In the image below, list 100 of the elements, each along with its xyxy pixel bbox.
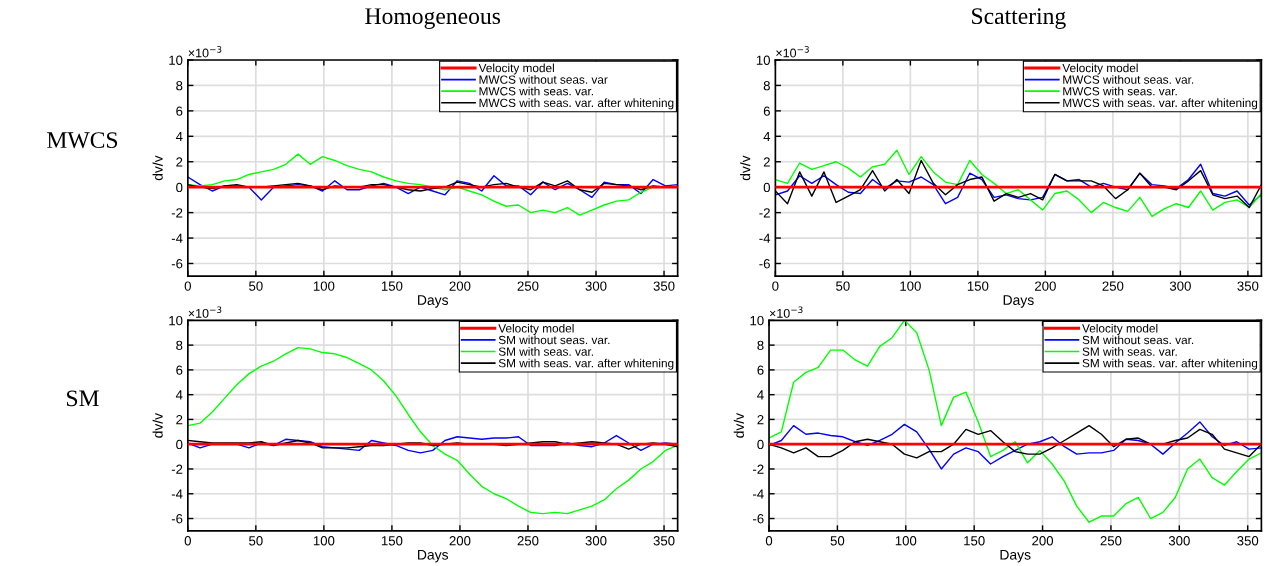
x-tick-label: 250 [1102,281,1124,291]
x-tick-label: 50 [249,536,263,546]
y-tick-label: 10 [169,55,183,65]
legend-label: Velocity model [478,63,554,75]
x-tick-label: 300 [585,281,607,291]
legend-label: MWCS without seas. var [479,75,608,84]
text: ×10$^{−3}$ [769,306,803,318]
y-tick-label: 8 [763,81,770,91]
y-tick-label: 6 [176,365,183,375]
y-tick-label: -6 [171,514,183,524]
x-tick-label: 150 [964,536,985,546]
x-tick-label: 350 [1237,536,1259,546]
x-axis-title: Days [418,295,449,308]
legend-label: SM with seas. var. after whitening [498,358,674,370]
x-tick-label: 100 [313,281,335,291]
legend-label: MWCS with seas. var. [1063,86,1177,96]
x-tick-label: 350 [653,281,675,291]
y-tick-label: 2 [757,415,764,425]
x-tick-label: 250 [1100,536,1122,546]
y-tick-label: -4 [171,489,183,499]
text: ×10$^{−3}$ [776,46,809,58]
x-tick-label: 300 [585,536,607,546]
legend-label: SM without seas. var. [1082,335,1194,345]
x-tick-label: 50 [836,281,850,291]
y-tick-label: 0 [763,182,770,193]
y-tick-label: 8 [757,340,764,351]
x-tick-label: 150 [381,536,403,546]
x-tick-label: 200 [449,536,471,546]
legend-label: MWCS without seas. var. [1063,75,1194,84]
x-axis-title: Days [1000,549,1031,563]
y-tick-label: 4 [175,132,183,142]
text: SM [67,390,99,407]
legend-label: SM without seas. var. [498,335,610,345]
x-tick-label: 300 [1168,536,1190,546]
y-tick-label: 2 [176,415,183,425]
legend-label: MWCS with seas. var. after whitening [479,98,674,110]
text: ×10$^{−3}$ [188,306,222,318]
y-tick-label: 0 [757,439,764,450]
y-tick-label: -2 [753,464,764,474]
y-tick-label: 0 [176,182,183,193]
legend-label: Velocity model [498,323,574,335]
x-tick-label: 50 [249,281,263,291]
y-tick-label: 4 [175,390,183,400]
x-tick-label: 0 [184,536,191,546]
y-tick-label: -4 [171,233,183,243]
x-tick-label: 350 [653,536,675,546]
legend-label: Velocity model [1062,63,1138,75]
y-axis-title: dv/v [152,155,163,181]
y-tick-label: 6 [763,106,770,116]
legend-label: SM with seas. var. [498,347,593,356]
x-tick-label: 150 [381,281,403,291]
legend-label: SM with seas. var. [1082,347,1177,356]
chart-title: Homogeneous [365,8,501,29]
text: MWCS [47,132,118,149]
x-axis-title: Days [418,549,449,563]
text: ×10$^{−3}$ [188,46,222,58]
y-tick-label: 10 [756,55,770,65]
y-tick-label: 10 [750,315,764,326]
x-tick-label: 0 [772,281,779,291]
y-tick-label: 10 [169,315,183,326]
x-tick-label: 300 [1169,281,1191,291]
y-axis-title: dv/v [740,155,751,181]
y-tick-label: -2 [171,208,183,218]
y-tick-label: -2 [759,208,770,218]
y-tick-label: 2 [176,157,183,167]
x-tick-label: 250 [517,536,539,546]
y-axis-title: dv/v [152,412,163,438]
y-axis-title: dv/v [733,412,744,438]
y-tick-label: -4 [753,489,764,499]
x-tick-label: 50 [830,536,845,546]
y-tick-label: -6 [759,259,770,269]
chart-title: Scattering [972,8,1066,29]
x-axis-title: Days [1003,295,1034,308]
y-tick-label: -6 [171,259,183,269]
y-tick-label: 6 [176,106,183,116]
x-tick-label: 100 [313,536,335,546]
y-tick-label: 8 [176,81,183,91]
x-tick-label: 150 [967,281,989,291]
y-tick-label: 2 [763,157,770,167]
y-tick-label: 8 [176,340,183,351]
x-tick-label: 350 [1237,281,1259,291]
legend-label: MWCS with seas. var. [479,86,593,96]
x-tick-label: 200 [449,281,471,291]
x-tick-label: 200 [1032,536,1054,546]
x-tick-label: 100 [895,536,917,546]
x-tick-label: 250 [517,281,539,291]
y-tick-label: 0 [176,439,183,450]
x-tick-label: 200 [1035,281,1056,291]
x-tick-label: 100 [900,281,921,291]
y-tick-label: -4 [759,233,771,243]
legend-label: SM with seas. var. after whitening [1082,358,1258,370]
y-tick-label: 4 [757,390,764,400]
legend-label: MWCS with seas. var. after whitening [1063,98,1258,110]
y-tick-label: -6 [753,514,764,524]
line-series [775,149,1262,218]
y-tick-label: -2 [171,464,183,474]
x-tick-label: 0 [184,281,191,291]
y-tick-label: 6 [757,365,764,375]
legend-label: Velocity model [1082,323,1158,335]
y-tick-label: 4 [763,132,771,142]
